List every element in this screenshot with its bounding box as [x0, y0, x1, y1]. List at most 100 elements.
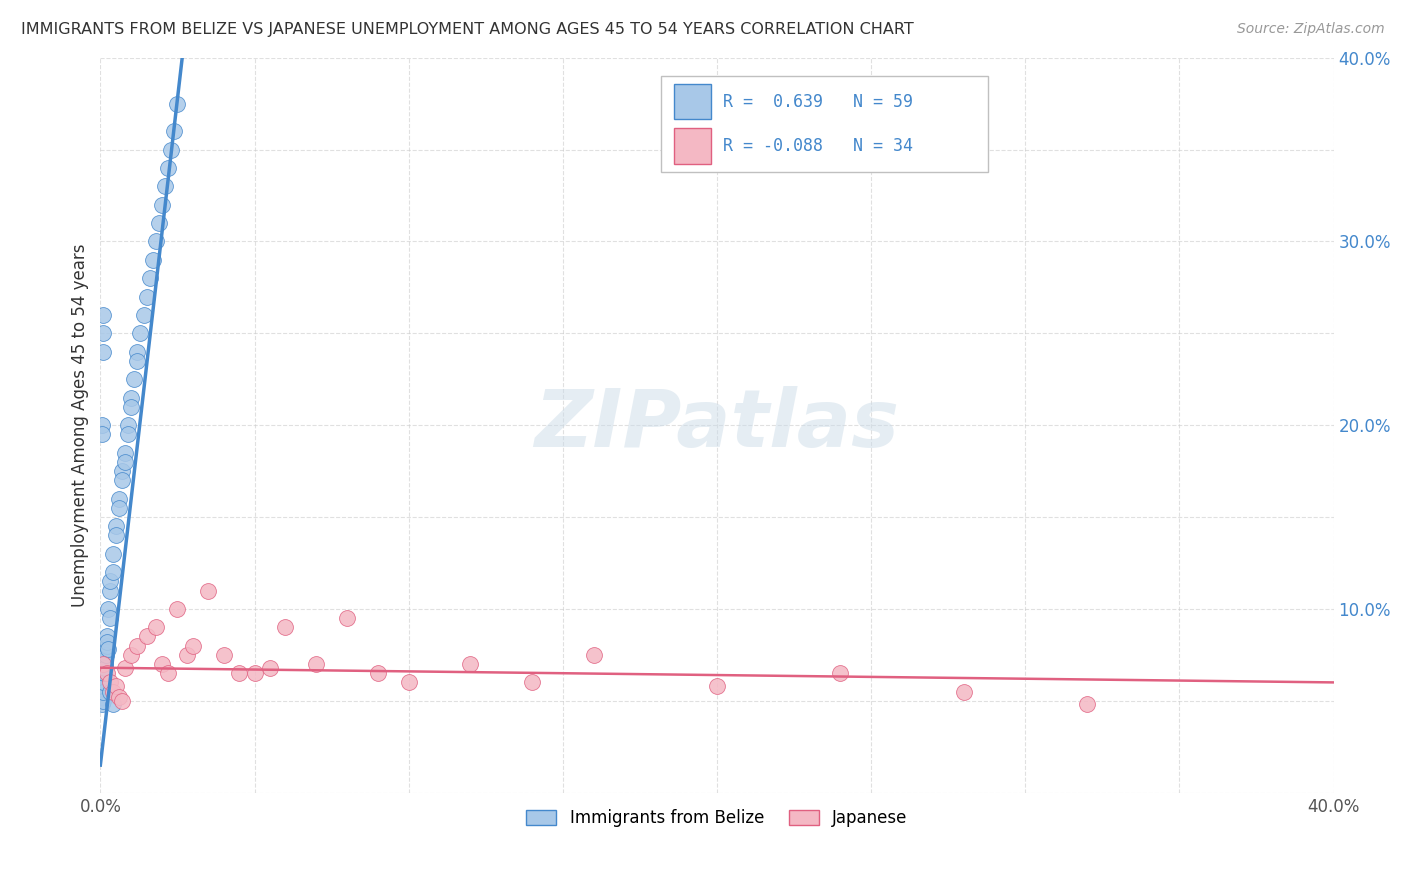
Point	[157, 666, 180, 681]
Point	[111, 473, 134, 487]
Point	[520, 675, 543, 690]
Point	[104, 528, 127, 542]
Point	[117, 427, 139, 442]
Point	[135, 289, 157, 303]
Point	[108, 500, 131, 515]
Point	[104, 519, 127, 533]
Text: ZIPatlas: ZIPatlas	[534, 386, 900, 464]
FancyBboxPatch shape	[673, 128, 711, 163]
Point	[129, 326, 152, 341]
Point	[197, 583, 219, 598]
Point	[90, 684, 112, 698]
Point	[157, 161, 180, 175]
Point	[111, 464, 134, 478]
Point	[150, 657, 173, 671]
FancyBboxPatch shape	[661, 76, 988, 171]
Point	[91, 684, 114, 698]
Point	[97, 602, 120, 616]
Point	[93, 666, 115, 681]
Point	[274, 620, 297, 634]
Point	[98, 675, 121, 690]
Point	[90, 427, 112, 442]
Point	[142, 252, 165, 267]
Point	[101, 684, 124, 698]
Point	[98, 684, 121, 698]
Point	[460, 657, 482, 671]
Point	[94, 661, 117, 675]
Point	[830, 666, 852, 681]
Point	[582, 648, 605, 662]
Text: R =  0.639   N = 59: R = 0.639 N = 59	[723, 93, 912, 111]
Point	[93, 344, 115, 359]
Legend: Immigrants from Belize, Japanese: Immigrants from Belize, Japanese	[517, 801, 917, 836]
Point	[120, 648, 142, 662]
Point	[90, 679, 112, 693]
Point	[243, 666, 266, 681]
Point	[117, 418, 139, 433]
Point	[145, 620, 167, 634]
Point	[101, 547, 124, 561]
Point	[98, 574, 121, 589]
Point	[120, 391, 142, 405]
Point	[98, 611, 121, 625]
Point	[96, 630, 118, 644]
Point	[1076, 698, 1098, 712]
Point	[181, 639, 204, 653]
Point	[952, 684, 974, 698]
Point	[259, 661, 281, 675]
Point	[127, 354, 149, 368]
Text: R = -0.088   N = 34: R = -0.088 N = 34	[723, 136, 912, 155]
Point	[132, 308, 155, 322]
Point	[367, 666, 389, 681]
Point	[93, 661, 115, 675]
Point	[96, 635, 118, 649]
Point	[93, 653, 115, 667]
Point	[108, 491, 131, 506]
Point	[91, 698, 114, 712]
Point	[305, 657, 328, 671]
Point	[94, 648, 117, 662]
Point	[111, 694, 134, 708]
Point	[127, 344, 149, 359]
Point	[212, 648, 235, 662]
Point	[90, 690, 112, 705]
Point	[145, 235, 167, 249]
Point	[97, 642, 120, 657]
Point	[706, 679, 728, 693]
Point	[91, 675, 114, 690]
Point	[98, 583, 121, 598]
Point	[163, 124, 186, 138]
Point	[114, 661, 136, 675]
Point	[398, 675, 420, 690]
Point	[90, 418, 112, 433]
Point	[101, 565, 124, 579]
Point	[336, 611, 359, 625]
Point	[93, 308, 115, 322]
Point	[96, 666, 118, 681]
Point	[138, 271, 160, 285]
Text: Source: ZipAtlas.com: Source: ZipAtlas.com	[1237, 22, 1385, 37]
Text: IMMIGRANTS FROM BELIZE VS JAPANESE UNEMPLOYMENT AMONG AGES 45 TO 54 YEARS CORREL: IMMIGRANTS FROM BELIZE VS JAPANESE UNEMP…	[21, 22, 914, 37]
Point	[228, 666, 250, 681]
Point	[166, 602, 188, 616]
Point	[153, 179, 176, 194]
Point	[148, 216, 170, 230]
Point	[101, 698, 124, 712]
Point	[114, 446, 136, 460]
Point	[93, 326, 115, 341]
Point	[150, 197, 173, 211]
Point	[90, 675, 112, 690]
Point	[93, 657, 115, 671]
Y-axis label: Unemployment Among Ages 45 to 54 years: Unemployment Among Ages 45 to 54 years	[72, 244, 89, 607]
Point	[104, 679, 127, 693]
Point	[122, 372, 145, 386]
Point	[108, 690, 131, 705]
Point	[96, 639, 118, 653]
FancyBboxPatch shape	[673, 84, 711, 120]
Point	[91, 694, 114, 708]
Point	[120, 400, 142, 414]
Point	[160, 143, 183, 157]
Point	[135, 630, 157, 644]
Point	[114, 455, 136, 469]
Point	[166, 96, 188, 111]
